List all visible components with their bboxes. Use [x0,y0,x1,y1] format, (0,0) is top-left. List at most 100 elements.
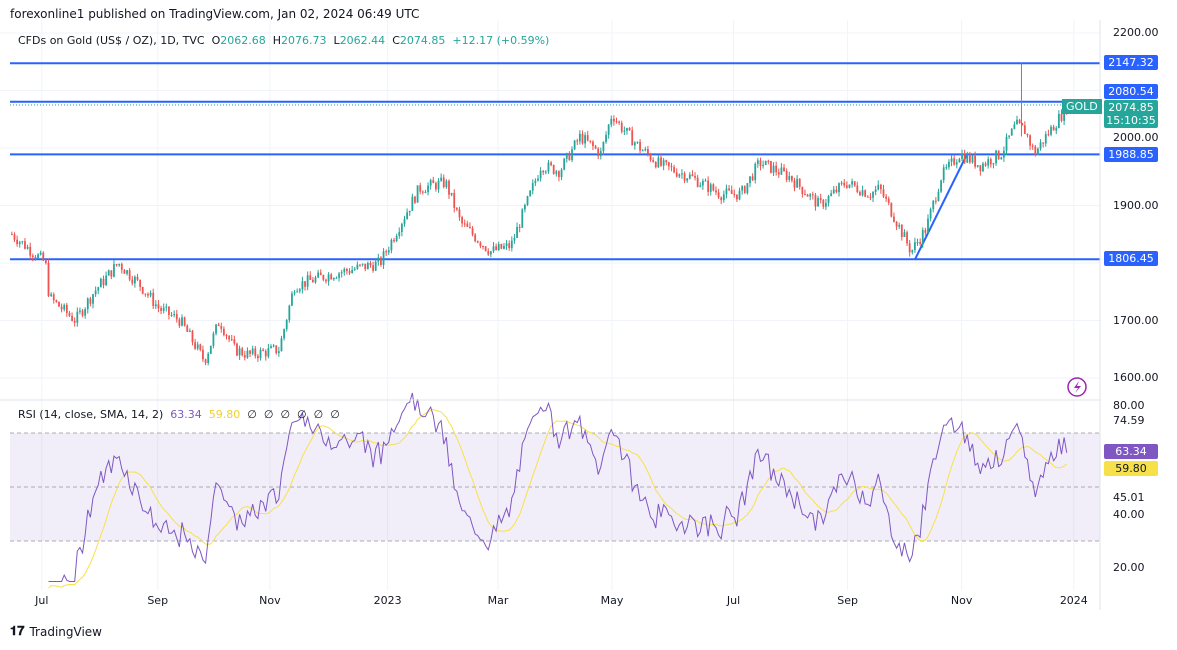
candle-body [712,184,715,191]
candle-body [544,171,547,173]
rsi-sma-tag: 59.80 [1104,461,1158,476]
candle-body [408,210,411,213]
candle-body [626,127,628,131]
candle-body [170,314,173,316]
candle-body [851,181,853,185]
candle-body [280,338,283,352]
time-axis-label: Jul [726,594,741,607]
candle-body [1008,135,1011,137]
candle-body [825,202,827,207]
candle-body [249,350,251,354]
candle-body [220,326,223,329]
candle-body [639,141,641,151]
candle-body [115,264,118,266]
candle-body [47,262,50,296]
candle-body [696,177,699,187]
rsi-sma-line [48,409,1068,589]
candle-body [759,160,762,166]
price-axis-label: 1600.00 [1113,371,1159,384]
candle-body [296,291,299,293]
candle-body [272,345,275,347]
candle-body [848,184,851,188]
candle-body [743,186,746,194]
candle-body [722,194,725,201]
candle-body [346,269,348,272]
candle-body [1016,119,1018,125]
candle-body [963,153,966,163]
candle-body [301,281,304,290]
candle-body [469,226,471,229]
candle-body [961,153,963,160]
candle-body [183,317,186,326]
candle-body [225,335,228,337]
candle-body [937,191,940,201]
candle-body [157,304,160,309]
candle-body [628,127,631,131]
high-value: 2076.73 [281,34,327,47]
candle-body [243,355,246,358]
candle-body [906,232,908,244]
candle-body [217,324,220,327]
candle-body [1000,157,1003,159]
candle-body [576,140,579,142]
candle-body [615,121,618,123]
candle-body [89,298,92,304]
candle-body [529,190,532,197]
candle-body [578,133,581,142]
candle-body [505,243,508,247]
candle-body [864,190,867,197]
candle-body [403,219,406,224]
candle-body [196,344,199,349]
candle-body [471,228,474,235]
empty-value: ∅ [313,408,324,421]
candle-body [715,190,717,193]
candle-body [110,270,113,277]
candle-body [160,308,162,311]
candle-body [241,348,244,356]
candle-body [900,224,903,237]
candle-body [414,196,416,203]
time-axis-label: Sep [147,594,169,607]
candle-body [1031,145,1034,147]
candle-body [136,276,139,280]
candle-body [84,309,87,316]
candle-body [790,175,793,181]
candle-body [911,249,914,253]
candle-body [194,342,196,349]
candle-body [1029,135,1031,146]
candle-body [37,254,39,259]
candle-body [484,246,487,251]
candle-body [81,310,84,316]
rsi-tag: 63.34 [1104,444,1158,459]
candle-body [599,151,602,157]
candle-body [534,180,537,184]
candle-body [942,167,945,181]
candle-body [487,250,490,255]
candle-body [340,272,343,274]
candle-body [657,157,660,168]
candle-body [701,180,704,186]
candle-body [466,223,469,227]
candle-body [495,246,498,250]
candle-body [688,174,691,179]
candle-body [869,196,872,198]
rsi-axis-label: 40.00 [1113,508,1145,521]
tradingview-logo[interactable]: 𝟏𝟕 TradingView [10,624,102,639]
candle-body [479,242,482,247]
candle-body [1039,142,1042,149]
candle-body [893,216,895,222]
candle-body [882,189,885,197]
candle-body [246,350,249,358]
candle-body [733,193,736,195]
candle-body [275,345,278,354]
candle-body [667,162,670,167]
candle-body [330,274,333,280]
candle-body [730,190,733,194]
candle-body [537,178,539,181]
candle-body [877,184,880,190]
lightning-icon[interactable] [1067,377,1087,397]
candle-body [976,165,979,167]
candle-body [623,130,626,132]
candle-body [709,184,712,192]
